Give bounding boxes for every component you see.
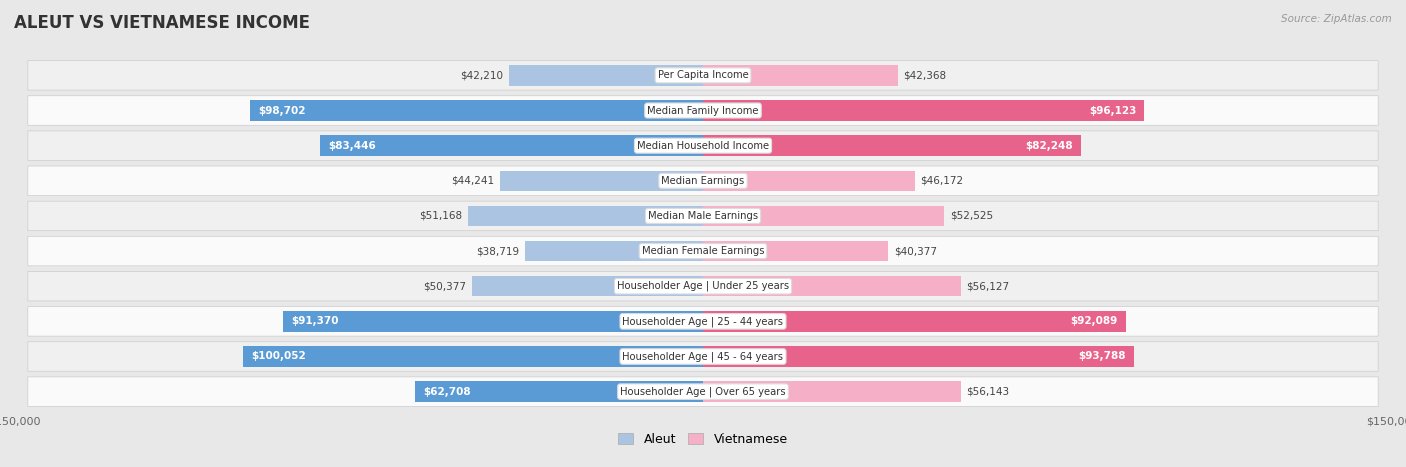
- Text: Source: ZipAtlas.com: Source: ZipAtlas.com: [1281, 14, 1392, 24]
- FancyBboxPatch shape: [28, 342, 1378, 371]
- Bar: [703, 241, 889, 261]
- Bar: [471, 276, 703, 297]
- Bar: [703, 276, 960, 297]
- Text: $42,368: $42,368: [903, 71, 946, 80]
- FancyBboxPatch shape: [28, 166, 1378, 196]
- Bar: [703, 135, 1081, 156]
- Text: Median Household Income: Median Household Income: [637, 141, 769, 151]
- Text: $52,525: $52,525: [950, 211, 993, 221]
- Bar: [526, 241, 703, 261]
- Text: $44,241: $44,241: [451, 176, 495, 186]
- Text: Median Family Income: Median Family Income: [647, 106, 759, 115]
- FancyBboxPatch shape: [28, 131, 1378, 160]
- Bar: [703, 100, 1144, 120]
- Bar: [703, 206, 945, 226]
- Bar: [468, 206, 703, 226]
- Bar: [284, 311, 703, 332]
- Text: Householder Age | 45 - 64 years: Householder Age | 45 - 64 years: [623, 351, 783, 362]
- Text: $93,788: $93,788: [1078, 352, 1125, 361]
- Text: $56,143: $56,143: [966, 387, 1010, 396]
- Text: $62,708: $62,708: [423, 387, 471, 396]
- Bar: [703, 382, 960, 402]
- FancyBboxPatch shape: [28, 307, 1378, 336]
- Text: $96,123: $96,123: [1088, 106, 1136, 115]
- Text: $38,719: $38,719: [477, 246, 520, 256]
- Text: $50,377: $50,377: [423, 281, 467, 291]
- Text: ALEUT VS VIETNAMESE INCOME: ALEUT VS VIETNAMESE INCOME: [14, 14, 311, 32]
- Text: $46,172: $46,172: [921, 176, 963, 186]
- Legend: Aleut, Vietnamese: Aleut, Vietnamese: [613, 428, 793, 451]
- Bar: [250, 100, 703, 120]
- Bar: [703, 347, 1133, 367]
- Bar: [319, 135, 703, 156]
- Text: Householder Age | 25 - 44 years: Householder Age | 25 - 44 years: [623, 316, 783, 326]
- Text: $42,210: $42,210: [461, 71, 503, 80]
- FancyBboxPatch shape: [28, 377, 1378, 406]
- Text: $82,248: $82,248: [1025, 141, 1073, 151]
- Bar: [415, 382, 703, 402]
- Text: Median Female Earnings: Median Female Earnings: [641, 246, 765, 256]
- Bar: [509, 65, 703, 85]
- Text: $100,052: $100,052: [252, 352, 307, 361]
- Bar: [703, 311, 1126, 332]
- FancyBboxPatch shape: [28, 96, 1378, 125]
- Text: $56,127: $56,127: [966, 281, 1010, 291]
- FancyBboxPatch shape: [28, 271, 1378, 301]
- Text: Median Male Earnings: Median Male Earnings: [648, 211, 758, 221]
- Text: $83,446: $83,446: [328, 141, 375, 151]
- Text: $98,702: $98,702: [257, 106, 305, 115]
- Bar: [499, 170, 703, 191]
- FancyBboxPatch shape: [28, 236, 1378, 266]
- Text: Householder Age | Over 65 years: Householder Age | Over 65 years: [620, 386, 786, 397]
- Bar: [703, 170, 915, 191]
- Bar: [703, 65, 897, 85]
- Text: $92,089: $92,089: [1070, 316, 1118, 326]
- FancyBboxPatch shape: [28, 61, 1378, 90]
- Text: Householder Age | Under 25 years: Householder Age | Under 25 years: [617, 281, 789, 291]
- Text: $51,168: $51,168: [419, 211, 463, 221]
- Text: Median Earnings: Median Earnings: [661, 176, 745, 186]
- Text: $40,377: $40,377: [894, 246, 936, 256]
- Text: Per Capita Income: Per Capita Income: [658, 71, 748, 80]
- FancyBboxPatch shape: [28, 201, 1378, 231]
- Text: $91,370: $91,370: [291, 316, 339, 326]
- Bar: [243, 347, 703, 367]
